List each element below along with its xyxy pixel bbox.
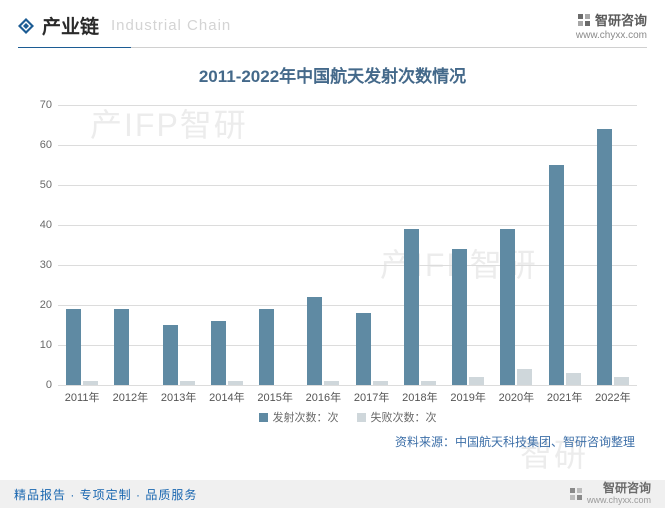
bar-group — [106, 105, 154, 385]
header-left: 产业链 Industrial Chain — [18, 12, 231, 39]
footer-brand-url: www.chyxx.com — [587, 496, 651, 506]
x-tick-label: 2014年 — [203, 389, 251, 405]
bar — [180, 381, 195, 385]
y-tick-label: 40 — [24, 219, 52, 231]
bar-group — [203, 105, 251, 385]
y-tick-label: 50 — [24, 179, 52, 191]
bar — [566, 373, 581, 385]
chart-legend: 发射次数：次 失败次数：次 — [58, 409, 637, 425]
header: 产业链 Industrial Chain 智研咨询 www.chyxx.com — [0, 0, 665, 47]
brand-name: 智研咨询 — [595, 10, 647, 29]
bar — [614, 377, 629, 385]
bars-row — [58, 105, 637, 385]
bar-group — [348, 105, 396, 385]
bar-group — [299, 105, 347, 385]
bar-group — [251, 105, 299, 385]
section-title: 产业链 — [42, 12, 99, 39]
footer-brand: 智研咨询 www.chyxx.com — [569, 482, 651, 505]
legend-swatch — [259, 413, 268, 422]
bar — [324, 381, 339, 385]
bar-group — [58, 105, 106, 385]
x-tick-label: 2020年 — [492, 389, 540, 405]
bar — [228, 381, 243, 385]
bar-group — [396, 105, 444, 385]
y-tick-label: 20 — [24, 299, 52, 311]
chart-title: 2011-2022年中国航天发射次数情况 — [0, 62, 665, 87]
header-brand: 智研咨询 www.chyxx.com — [576, 10, 647, 41]
bar — [421, 381, 436, 385]
x-tick-label: 2015年 — [251, 389, 299, 405]
bar — [452, 249, 467, 385]
source-label: 资料来源： — [395, 435, 455, 449]
bar — [549, 165, 564, 385]
legend-label: 失败次数：次 — [371, 409, 437, 425]
header-divider — [18, 47, 647, 48]
section-subtitle: Industrial Chain — [111, 17, 231, 34]
bar-group — [541, 105, 589, 385]
y-tick-label: 0 — [24, 379, 52, 391]
brand-logo-icon — [569, 487, 583, 501]
source-text: 中国航天科技集团、智研咨询整理 — [455, 435, 635, 449]
x-tick-label: 2019年 — [444, 389, 492, 405]
bar — [500, 229, 515, 385]
chart-plot — [58, 105, 637, 385]
footer: 精品报告 · 专项定制 · 品质服务 智研咨询 www.chyxx.com — [0, 480, 665, 508]
bar — [259, 309, 274, 385]
x-tick-label: 2021年 — [541, 389, 589, 405]
x-tick-label: 2018年 — [396, 389, 444, 405]
x-tick-label: 2017年 — [348, 389, 396, 405]
footer-brand-name: 智研咨询 — [603, 482, 651, 495]
bar-group — [589, 105, 637, 385]
brand-url: www.chyxx.com — [576, 30, 647, 41]
bar — [373, 381, 388, 385]
bar — [469, 377, 484, 385]
x-tick-label: 2013年 — [155, 389, 203, 405]
bar — [66, 309, 81, 385]
y-tick-label: 30 — [24, 259, 52, 271]
bar — [307, 297, 322, 385]
x-tick-label: 2022年 — [589, 389, 637, 405]
brand-logo-icon — [577, 13, 591, 27]
y-tick-label: 70 — [24, 99, 52, 111]
x-axis-labels: 2011年2012年2013年2014年2015年2016年2017年2018年… — [58, 389, 637, 405]
bar — [597, 129, 612, 385]
y-tick-label: 60 — [24, 139, 52, 151]
source-line: 资料来源：中国航天科技集团、智研咨询整理 — [0, 433, 635, 450]
legend-item: 发射次数：次 — [259, 409, 339, 425]
grid-line — [58, 385, 637, 386]
chart-area: 010203040506070 2011年2012年2013年2014年2015… — [24, 105, 641, 425]
bar-group — [155, 105, 203, 385]
legend-label: 发射次数：次 — [273, 409, 339, 425]
y-tick-label: 10 — [24, 339, 52, 351]
bar — [83, 381, 98, 385]
diamond-icon — [18, 18, 34, 34]
bar — [211, 321, 226, 385]
bar — [404, 229, 419, 385]
x-tick-label: 2016年 — [299, 389, 347, 405]
bar — [163, 325, 178, 385]
footer-left-text: 精品报告 · 专项定制 · 品质服务 — [14, 486, 197, 503]
bar — [356, 313, 371, 385]
legend-swatch — [357, 413, 366, 422]
x-tick-label: 2011年 — [58, 389, 106, 405]
x-tick-label: 2012年 — [106, 389, 154, 405]
bar-group — [444, 105, 492, 385]
bar — [114, 309, 129, 385]
bar-group — [492, 105, 540, 385]
bar — [517, 369, 532, 385]
legend-item: 失败次数：次 — [357, 409, 437, 425]
